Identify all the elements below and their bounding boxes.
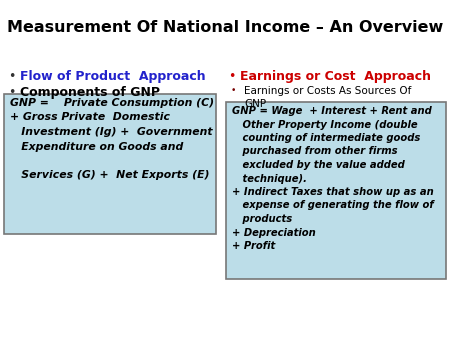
Text: GNP =    Private Consumption (C): GNP = Private Consumption (C) [10, 98, 214, 108]
Text: •: • [8, 70, 15, 83]
Text: + Depreciation: + Depreciation [232, 227, 316, 238]
Text: + Profit: + Profit [232, 241, 275, 251]
FancyBboxPatch shape [226, 102, 446, 279]
Text: excluded by the value added: excluded by the value added [232, 160, 405, 170]
FancyBboxPatch shape [4, 94, 216, 234]
Text: + Indirect Taxes that show up as an: + Indirect Taxes that show up as an [232, 187, 434, 197]
Text: Services (G) +  Net Exports (E): Services (G) + Net Exports (E) [10, 170, 210, 180]
Text: Flow of Product  Approach: Flow of Product Approach [20, 70, 206, 83]
Text: Earnings or Cost  Approach: Earnings or Cost Approach [240, 70, 431, 83]
Text: Expenditure on Goods and: Expenditure on Goods and [10, 142, 183, 151]
Text: GNP = Wage  + Interest + Rent and: GNP = Wage + Interest + Rent and [232, 106, 432, 116]
Text: counting of intermediate goods: counting of intermediate goods [232, 133, 420, 143]
Text: technique).: technique). [232, 173, 307, 184]
Text: Investment (Ig) +  Government: Investment (Ig) + Government [10, 127, 212, 137]
Text: products: products [232, 214, 292, 224]
Text: purchased from other firms: purchased from other firms [232, 146, 398, 156]
Text: •: • [228, 70, 235, 83]
Text: •: • [231, 86, 236, 95]
Text: Measurement Of National Income – An Overview: Measurement Of National Income – An Over… [7, 20, 443, 35]
Text: •: • [8, 86, 15, 99]
Text: Components of GNP: Components of GNP [20, 86, 160, 99]
Text: expense of generating the flow of: expense of generating the flow of [232, 200, 434, 211]
Text: Earnings or Costs As Sources Of
GNP: Earnings or Costs As Sources Of GNP [244, 86, 411, 109]
Text: + Gross Private  Domestic: + Gross Private Domestic [10, 113, 170, 122]
Text: Other Property Income (double: Other Property Income (double [232, 120, 418, 129]
